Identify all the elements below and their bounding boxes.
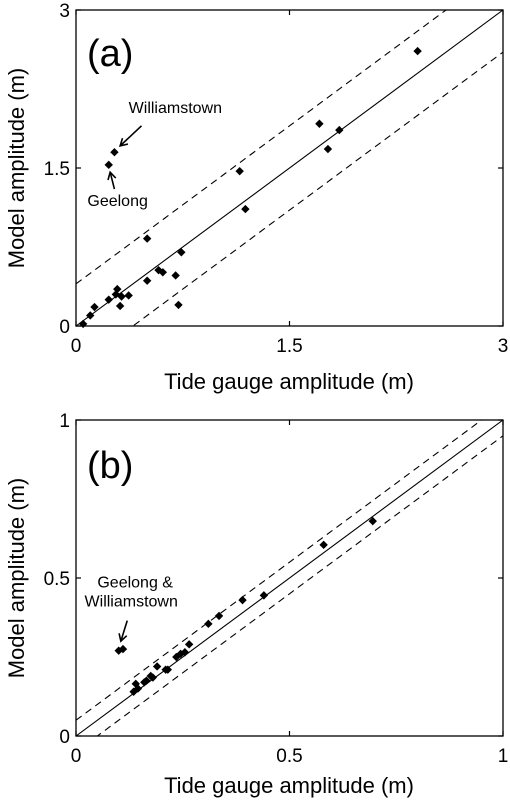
data-point — [241, 204, 250, 214]
y-tick-label: 1 — [59, 411, 70, 432]
annotation-label: Williamstown — [129, 100, 222, 117]
x-ticks: 0 1.5 3 — [71, 10, 509, 357]
reference-line-dashed — [132, 51, 503, 326]
data-point — [238, 595, 247, 605]
data-point — [104, 160, 113, 170]
panel-label: (a) — [87, 33, 133, 75]
annotations: Williamstown Geelong — [87, 100, 222, 210]
reference-lines — [76, 10, 503, 326]
y-tick-label: 0 — [59, 727, 70, 748]
data-point — [163, 665, 173, 674]
data-point — [235, 166, 244, 176]
reference-line-dashed — [76, 10, 447, 285]
y-tick-label: 0.5 — [44, 569, 70, 590]
data-point — [148, 673, 158, 682]
x-tick-label: 1 — [498, 746, 509, 767]
x-axis-label: Tide gauge amplitude (m) — [164, 773, 414, 798]
annotation-arrow — [118, 125, 143, 147]
data-point — [323, 144, 333, 154]
panel-label: (b) — [87, 445, 133, 487]
data-point — [133, 684, 143, 693]
y-tick-label: 1.5 — [44, 159, 70, 180]
annotations: Geelong & Williamstown — [85, 574, 178, 643]
data-point — [315, 119, 324, 128]
data-point — [319, 540, 328, 550]
data-point — [171, 271, 180, 280]
annotation-arrow — [107, 170, 117, 190]
data-point — [158, 268, 168, 277]
reference-line-dashed — [96, 435, 503, 736]
x-axis-label: Tide gauge amplitude (m) — [164, 369, 414, 394]
data-point — [142, 234, 152, 243]
reference-line-dashed — [76, 420, 483, 721]
data-point — [117, 292, 126, 301]
data-point — [177, 248, 186, 257]
data-point — [104, 295, 113, 304]
y-ticks: 00.51 — [44, 411, 503, 748]
data-point — [335, 125, 344, 135]
y-ticks: 01.53 — [44, 1, 503, 338]
annotation-label: Geelong — [87, 193, 147, 210]
data-point — [259, 591, 269, 600]
annotation-label: Williamstown — [85, 593, 178, 610]
data-point — [180, 648, 190, 657]
data-point — [152, 662, 162, 671]
data-points — [78, 46, 422, 329]
data-point — [90, 302, 99, 312]
data-point — [176, 649, 185, 659]
y-axis-label: Model amplitude (m) — [4, 68, 29, 269]
panel-b: Geelong &Williamstown 0 0.5 1 00.51 (b) Ti… — [4, 411, 509, 798]
data-point — [124, 291, 133, 300]
data-point — [174, 300, 183, 310]
data-point — [110, 148, 119, 157]
data-point — [184, 640, 194, 649]
data-point — [368, 516, 377, 526]
data-point — [118, 644, 128, 654]
y-tick-label: 0 — [59, 317, 70, 338]
data-point — [214, 611, 224, 621]
x-tick-label: 0 — [71, 336, 82, 357]
data-points — [114, 516, 377, 696]
annotation-label: Geelong & — [97, 574, 173, 591]
data-point — [115, 301, 125, 311]
x-tick-label: 1.5 — [276, 336, 302, 357]
annotation-arrow — [118, 620, 129, 643]
data-point — [142, 276, 152, 285]
data-point — [113, 284, 122, 294]
data-point — [114, 646, 123, 655]
x-ticks: 0 0.5 1 — [71, 420, 509, 767]
x-tick-label: 3 — [498, 336, 509, 357]
data-point — [413, 46, 422, 56]
data-point — [142, 676, 151, 685]
data-point — [86, 311, 95, 320]
x-tick-label: 0.5 — [276, 746, 302, 767]
data-point — [204, 619, 213, 629]
reference-line-solid — [76, 10, 503, 326]
y-tick-label: 3 — [59, 1, 70, 22]
data-point — [78, 319, 88, 329]
y-axis-label: Model amplitude (m) — [4, 478, 29, 679]
x-tick-label: 0 — [71, 746, 82, 767]
